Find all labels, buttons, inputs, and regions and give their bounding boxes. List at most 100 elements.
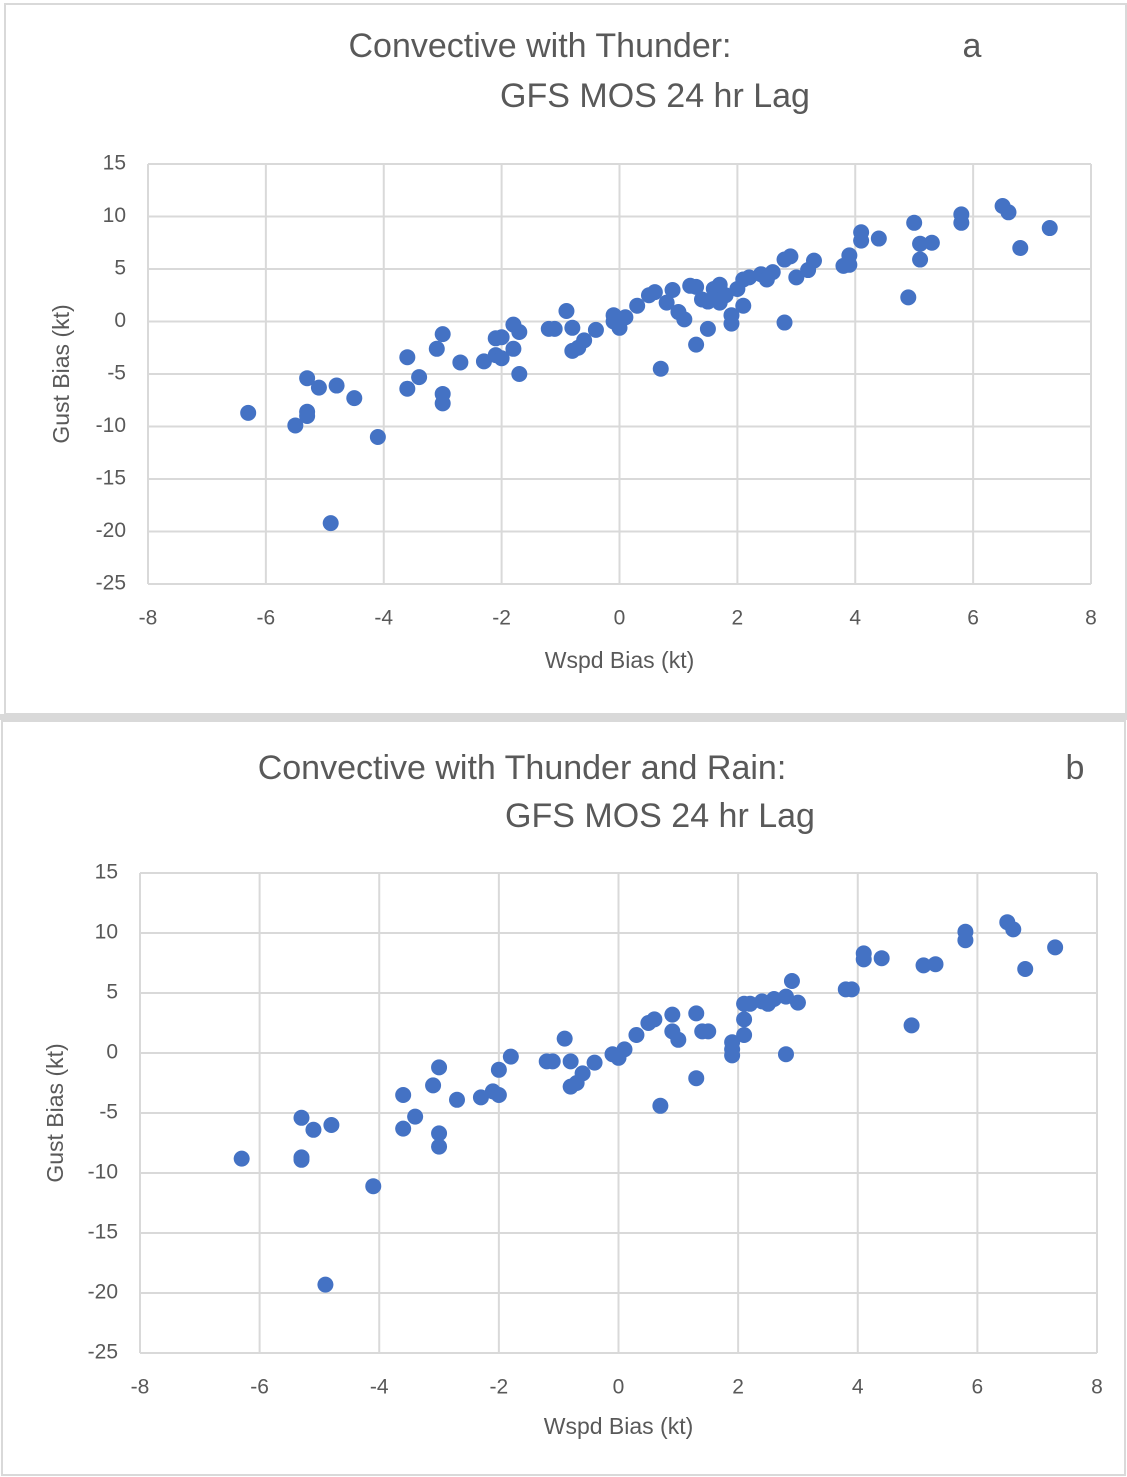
- x-tick-label: 2: [732, 1376, 744, 1399]
- y-tick-label: 0: [106, 1041, 118, 1064]
- x-tick-label: -4: [370, 1376, 389, 1399]
- point: [556, 1030, 573, 1047]
- point: [472, 1089, 489, 1106]
- point: [310, 379, 327, 396]
- point: [658, 294, 675, 311]
- point: [717, 287, 734, 304]
- point: [652, 1097, 669, 1114]
- x-tick-label: 0: [614, 607, 626, 630]
- x-tick-label: -6: [257, 607, 276, 630]
- point: [1047, 939, 1064, 956]
- panel-label: b: [1066, 749, 1085, 787]
- y-tick-label: -10: [96, 414, 126, 437]
- point: [906, 214, 923, 231]
- point: [777, 1046, 794, 1063]
- point: [240, 404, 257, 421]
- point: [346, 390, 363, 407]
- x-tick-label: 6: [967, 607, 979, 630]
- point: [953, 214, 970, 231]
- chart-subtitle: GFS MOS 24 hr Lag: [500, 77, 810, 115]
- point: [688, 1005, 705, 1022]
- point: [629, 297, 646, 314]
- panel-frame: [1, 720, 1126, 1476]
- point: [305, 1121, 322, 1138]
- point: [652, 360, 669, 377]
- point: [431, 1125, 448, 1142]
- point: [493, 329, 510, 346]
- point: [544, 1053, 561, 1070]
- point: [587, 321, 604, 338]
- point: [365, 1178, 382, 1195]
- point: [586, 1054, 603, 1071]
- point: [233, 1150, 250, 1167]
- point: [490, 1061, 507, 1078]
- point: [724, 1041, 741, 1058]
- point: [546, 320, 563, 337]
- point: [646, 1011, 663, 1028]
- point: [299, 408, 316, 424]
- point: [323, 1117, 340, 1133]
- x-tick-label: -2: [492, 607, 511, 630]
- point: [574, 1065, 591, 1082]
- point: [923, 234, 940, 251]
- point: [293, 1109, 310, 1126]
- x-tick-label: 8: [1085, 607, 1097, 630]
- point: [688, 278, 705, 295]
- y-tick-label: 10: [103, 204, 126, 227]
- y-axis-title: Gust Bias (kt): [42, 1043, 68, 1182]
- point: [299, 370, 316, 387]
- point: [764, 264, 781, 281]
- point: [628, 1027, 645, 1043]
- point: [558, 303, 575, 319]
- point: [855, 951, 872, 968]
- point: [873, 950, 890, 967]
- point: [853, 232, 870, 249]
- y-tick-label: -10: [88, 1161, 118, 1184]
- point: [431, 1138, 448, 1155]
- point: [742, 995, 759, 1012]
- point: [927, 956, 944, 973]
- point: [502, 1048, 519, 1065]
- y-tick-label: -5: [99, 1101, 118, 1124]
- point: [490, 1087, 507, 1103]
- point: [576, 332, 593, 349]
- point: [562, 1053, 579, 1070]
- point: [431, 1059, 448, 1076]
- point: [1012, 240, 1029, 256]
- point: [723, 315, 740, 332]
- point: [407, 1108, 424, 1125]
- point: [805, 252, 822, 269]
- point: [788, 269, 805, 286]
- point: [287, 417, 304, 434]
- point: [736, 1027, 753, 1043]
- y-tick-label: 15: [95, 861, 118, 884]
- point: [428, 340, 445, 357]
- point: [493, 350, 510, 367]
- point: [688, 1070, 705, 1087]
- point: [870, 230, 887, 247]
- point: [1017, 961, 1034, 977]
- panel-label: a: [963, 27, 982, 65]
- x-tick-label: -2: [490, 1376, 509, 1399]
- point: [449, 1091, 466, 1108]
- y-tick-label: 5: [106, 981, 118, 1004]
- point: [912, 251, 929, 268]
- point: [900, 289, 917, 306]
- point: [676, 311, 693, 328]
- separator: [0, 714, 1127, 720]
- y-tick-label: -20: [96, 519, 126, 542]
- y-tick-label: 0: [114, 309, 126, 332]
- point: [777, 988, 794, 1005]
- x-tick-label: -8: [131, 1376, 150, 1399]
- x-tick-label: 4: [849, 607, 861, 630]
- point: [1000, 204, 1017, 221]
- point: [395, 1120, 412, 1137]
- point: [957, 932, 974, 949]
- point: [915, 957, 932, 974]
- point: [617, 309, 634, 326]
- point: [789, 994, 806, 1011]
- point: [782, 248, 799, 265]
- point: [395, 1087, 412, 1103]
- y-tick-label: -25: [96, 572, 126, 595]
